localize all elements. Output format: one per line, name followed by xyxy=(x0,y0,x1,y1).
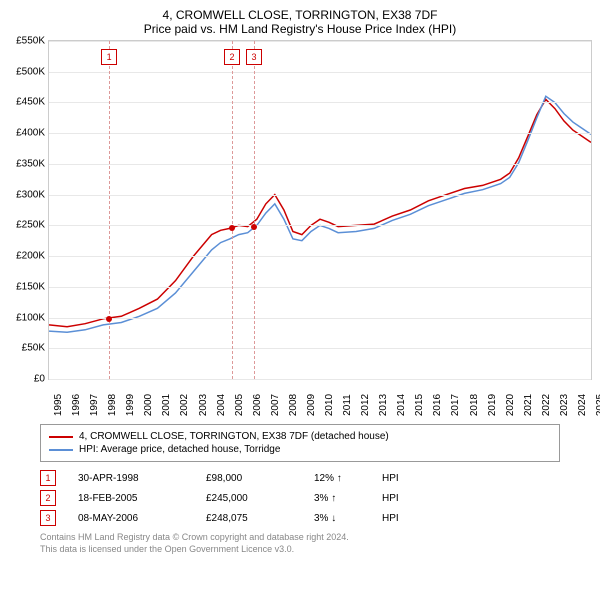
x-axis-label: 2013 xyxy=(374,394,389,416)
gridline xyxy=(49,348,591,349)
gridline xyxy=(49,72,591,73)
y-axis-label: £500K xyxy=(16,66,49,77)
x-axis-label: 2014 xyxy=(392,394,407,416)
x-axis-label: 2010 xyxy=(320,394,335,416)
legend-label: HPI: Average price, detached house, Torr… xyxy=(79,444,280,455)
sale-price: £248,075 xyxy=(206,513,306,524)
gridline xyxy=(49,287,591,288)
sale-marker-dot xyxy=(106,316,112,322)
x-axis-label: 2020 xyxy=(501,394,516,416)
sale-marker-number: 2 xyxy=(224,49,240,65)
y-axis-label: £550K xyxy=(16,36,49,47)
x-axis-label: 2016 xyxy=(428,394,443,416)
sale-row: 2 18-FEB-2005 £245,000 3% ↑ HPI xyxy=(40,490,560,506)
gridline xyxy=(49,164,591,165)
x-axis-label: 2011 xyxy=(338,394,353,416)
gridline xyxy=(49,225,591,226)
sale-pct: 3% ↓ xyxy=(314,513,374,524)
sale-marker-line xyxy=(254,41,255,379)
sale-pct: 12% ↑ xyxy=(314,473,374,484)
x-axis-label: 2005 xyxy=(230,394,245,416)
x-axis-label: 2012 xyxy=(356,394,371,416)
gridline xyxy=(49,195,591,196)
x-axis-label: 2024 xyxy=(573,394,588,416)
y-axis-label: £300K xyxy=(16,189,49,200)
legend-item: HPI: Average price, detached house, Torr… xyxy=(49,444,551,455)
plot-area: £0£50K£100K£150K£200K£250K£300K£350K£400… xyxy=(48,40,592,380)
x-axis-label: 2001 xyxy=(157,394,172,416)
x-axis-label: 2019 xyxy=(483,394,498,416)
sale-row: 1 30-APR-1998 £98,000 12% ↑ HPI xyxy=(40,470,560,486)
y-axis-label: £50K xyxy=(22,343,49,354)
sale-date: 30-APR-1998 xyxy=(78,473,198,484)
gridline xyxy=(49,318,591,319)
x-axis-label: 1997 xyxy=(85,394,100,416)
x-axis-label: 2007 xyxy=(266,394,281,416)
y-axis-label: £100K xyxy=(16,312,49,323)
y-axis-label: £200K xyxy=(16,251,49,262)
sale-price: £245,000 xyxy=(206,493,306,504)
x-axis-label: 2003 xyxy=(194,394,209,416)
line-plot xyxy=(49,41,591,379)
x-axis-label: 2004 xyxy=(212,394,227,416)
y-axis-label: £150K xyxy=(16,281,49,292)
sale-marker-dot xyxy=(251,224,257,230)
sale-suffix: HPI xyxy=(382,493,422,504)
x-axis-label: 2009 xyxy=(302,394,317,416)
x-axis-label: 2022 xyxy=(537,394,552,416)
y-axis-label: £0 xyxy=(34,374,49,385)
gridline xyxy=(49,102,591,103)
sale-number: 1 xyxy=(40,470,56,486)
gridline xyxy=(49,379,591,380)
sale-suffix: HPI xyxy=(382,513,422,524)
footer-line: Contains HM Land Registry data © Crown c… xyxy=(40,532,560,544)
gridline xyxy=(49,256,591,257)
x-axis-label: 1995 xyxy=(49,394,64,416)
chart-subtitle: Price paid vs. HM Land Registry's House … xyxy=(0,22,600,36)
legend-label: 4, CROMWELL CLOSE, TORRINGTON, EX38 7DF … xyxy=(79,431,389,442)
sale-pct: 3% ↑ xyxy=(314,493,374,504)
footer-attribution: Contains HM Land Registry data © Crown c… xyxy=(40,532,560,555)
footer-line: This data is licensed under the Open Gov… xyxy=(40,544,560,556)
gridline xyxy=(49,41,591,42)
y-axis-label: £250K xyxy=(16,220,49,231)
x-axis-label: 2000 xyxy=(139,394,154,416)
sale-price: £98,000 xyxy=(206,473,306,484)
sales-table: 1 30-APR-1998 £98,000 12% ↑ HPI 2 18-FEB-2005 £… xyxy=(40,470,560,526)
sale-marker-number: 3 xyxy=(246,49,262,65)
series-line xyxy=(49,96,591,332)
sale-date: 08-MAY-2006 xyxy=(78,513,198,524)
sale-marker-line xyxy=(232,41,233,379)
y-axis-label: £450K xyxy=(16,97,49,108)
x-axis-label: 2015 xyxy=(410,394,425,416)
x-axis-label: 2006 xyxy=(248,394,263,416)
x-axis-label: 1998 xyxy=(103,394,118,416)
chart-title: 4, CROMWELL CLOSE, TORRINGTON, EX38 7DF xyxy=(0,8,600,22)
x-axis-label: 2008 xyxy=(284,394,299,416)
gridline xyxy=(49,133,591,134)
sale-date: 18-FEB-2005 xyxy=(78,493,198,504)
legend-item: 4, CROMWELL CLOSE, TORRINGTON, EX38 7DF … xyxy=(49,431,551,442)
x-axis-label: 2017 xyxy=(446,394,461,416)
y-axis-label: £400K xyxy=(16,128,49,139)
x-axis-label: 2021 xyxy=(519,394,534,416)
sale-marker-number: 1 xyxy=(101,49,117,65)
x-axis-label: 2023 xyxy=(555,394,570,416)
legend-swatch xyxy=(49,436,73,438)
x-axis-label: 2002 xyxy=(175,394,190,416)
legend: 4, CROMWELL CLOSE, TORRINGTON, EX38 7DF … xyxy=(40,424,560,462)
sale-number: 3 xyxy=(40,510,56,526)
sale-marker-dot xyxy=(229,225,235,231)
x-axis-label: 2025 xyxy=(591,394,600,416)
chart-container: 4, CROMWELL CLOSE, TORRINGTON, EX38 7DF … xyxy=(0,8,600,598)
legend-swatch xyxy=(49,449,73,451)
y-axis-label: £350K xyxy=(16,158,49,169)
x-axis-label: 2018 xyxy=(465,394,480,416)
x-axis-label: 1996 xyxy=(67,394,82,416)
sale-suffix: HPI xyxy=(382,473,422,484)
sale-row: 3 08-MAY-2006 £248,075 3% ↓ HPI xyxy=(40,510,560,526)
sale-marker-line xyxy=(109,41,110,379)
sale-number: 2 xyxy=(40,490,56,506)
x-axis-label: 1999 xyxy=(121,394,136,416)
